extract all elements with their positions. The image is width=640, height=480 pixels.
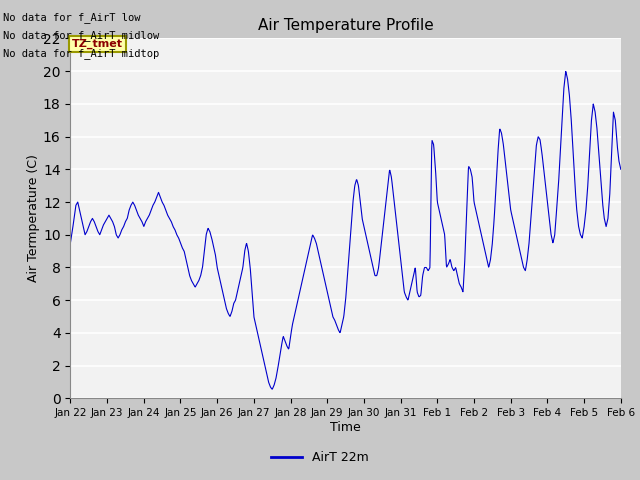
- Legend: AirT 22m: AirT 22m: [266, 446, 374, 469]
- Title: Air Temperature Profile: Air Temperature Profile: [258, 18, 433, 33]
- X-axis label: Time: Time: [330, 421, 361, 434]
- Y-axis label: Air Termperature (C): Air Termperature (C): [27, 155, 40, 282]
- Text: No data for f_AirT midtop: No data for f_AirT midtop: [3, 48, 159, 60]
- Text: No data for f_AirT midlow: No data for f_AirT midlow: [3, 30, 159, 41]
- Text: TZ_tmet: TZ_tmet: [72, 38, 123, 49]
- Text: No data for f_AirT low: No data for f_AirT low: [3, 12, 141, 23]
